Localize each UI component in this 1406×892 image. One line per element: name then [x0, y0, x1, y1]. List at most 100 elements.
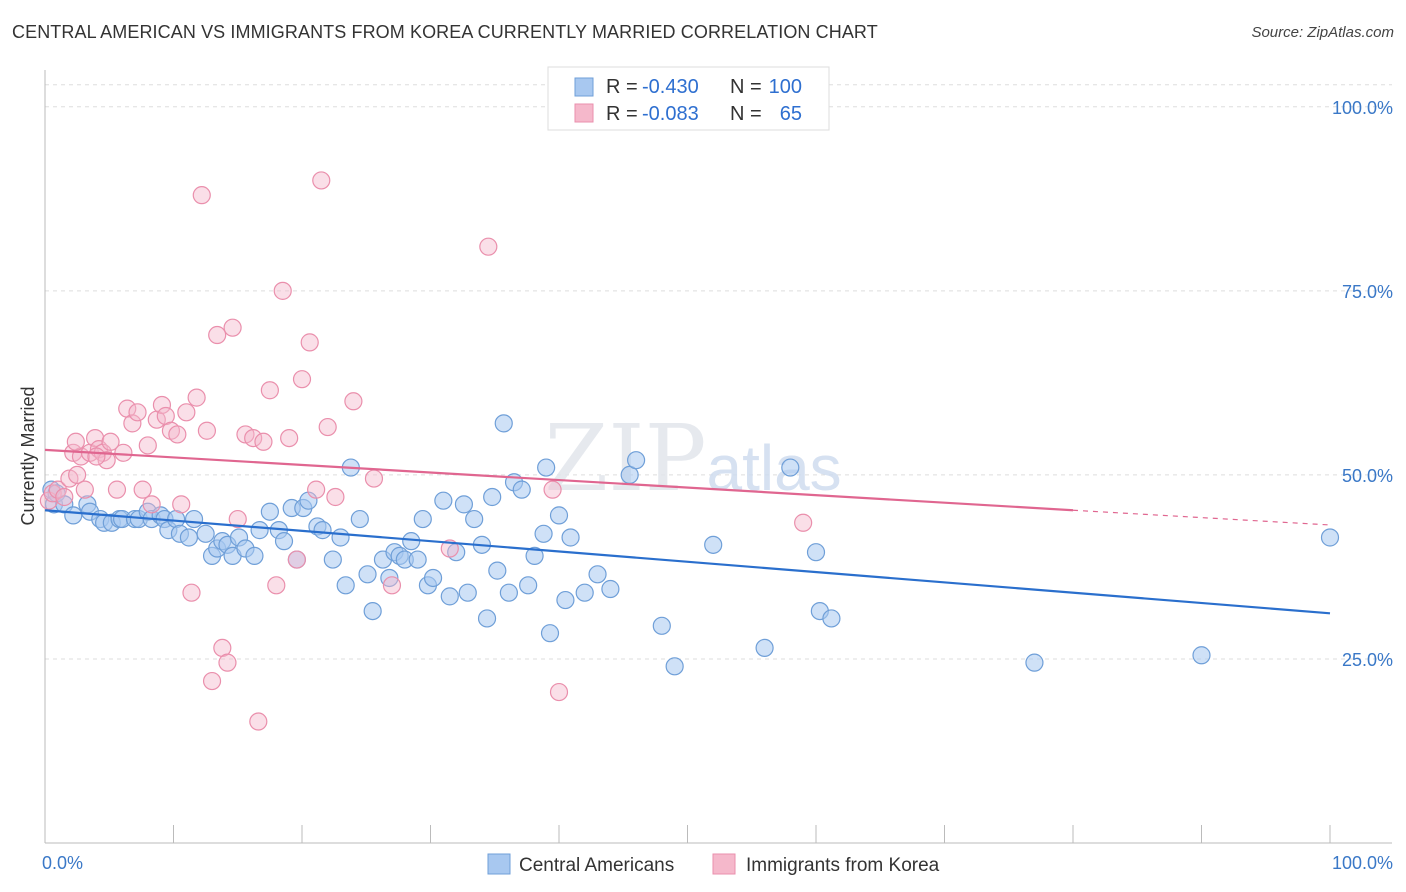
point-immigrants-from-korea-61: [549, 682, 569, 702]
point-central-americans-62: [454, 495, 474, 514]
point-central-americans-79: [556, 590, 575, 610]
series-immigrants-from-korea: [39, 171, 813, 731]
point-immigrants-from-korea-16: [114, 443, 133, 462]
point-central-americans-32: [250, 521, 269, 540]
point-central-americans-87: [665, 657, 684, 676]
point-central-americans-75: [534, 524, 553, 543]
legend-r-label-2: R =: [606, 103, 638, 125]
point-central-americans-46: [350, 509, 369, 529]
point-immigrants-from-korea-50: [300, 333, 319, 352]
point-central-americans-35: [274, 532, 294, 551]
point-central-americans-89: [755, 638, 774, 658]
point-immigrants-from-korea-18: [123, 414, 142, 433]
series-legend: Central Americans Immigrants from Korea: [487, 853, 940, 876]
point-immigrants-from-korea-6: [68, 465, 87, 485]
point-central-americans-81: [575, 583, 594, 602]
legend-n-label-1: N =: [730, 76, 762, 98]
point-immigrants-from-korea-31: [187, 388, 206, 407]
point-immigrants-from-korea-57: [382, 576, 402, 595]
point-central-americans-77: [537, 458, 556, 477]
point-immigrants-from-korea-28: [172, 495, 191, 514]
y-tick-label-1: 50.0%: [1342, 466, 1393, 486]
point-central-americans-76: [540, 624, 560, 643]
point-immigrants-from-korea-59: [479, 237, 498, 256]
point-immigrants-from-korea-45: [267, 576, 286, 595]
bottom-legend-swatch-pink: [712, 853, 736, 875]
point-central-americans-59: [434, 491, 453, 510]
watermark: ZIPatlas: [544, 405, 841, 512]
trend-line-extension-immigrants-from-korea: [1072, 509, 1331, 526]
point-central-americans-72: [512, 480, 531, 499]
point-immigrants-from-korea-56: [364, 469, 384, 488]
point-central-americans-23: [196, 524, 215, 543]
point-immigrants-from-korea-32: [192, 186, 211, 205]
point-central-americans-60: [440, 587, 459, 606]
point-immigrants-from-korea-15: [107, 480, 127, 499]
trend-line-central-americans: [44, 509, 1331, 615]
point-immigrants-from-korea-3: [55, 487, 74, 507]
point-immigrants-from-korea-51: [307, 480, 326, 499]
point-central-americans-64: [465, 509, 484, 529]
point-central-americans-42: [323, 550, 342, 569]
point-immigrants-from-korea-14: [101, 432, 120, 451]
point-immigrants-from-korea-37: [218, 653, 237, 672]
legend-box: [547, 66, 830, 131]
bottom-legend-label-central-americans: Central Americans: [519, 855, 674, 876]
point-immigrants-from-korea-39: [228, 509, 247, 529]
series-central-americans: [42, 414, 1340, 676]
point-immigrants-from-korea-29: [177, 403, 196, 422]
legend-swatch-pink: [574, 103, 594, 123]
point-central-americans-74: [525, 546, 544, 565]
legend-r-value-2: -0.083: [642, 103, 699, 125]
point-immigrants-from-korea-55: [344, 392, 363, 411]
point-immigrants-from-korea-48: [287, 550, 306, 569]
point-immigrants-from-korea-58: [440, 539, 459, 558]
point-central-americans-63: [458, 583, 477, 602]
point-central-americans-95: [1192, 646, 1211, 665]
point-immigrants-from-korea-2: [48, 480, 67, 499]
point-immigrants-from-korea-53: [318, 417, 337, 437]
point-immigrants-from-korea-64: [66, 432, 85, 451]
point-central-americans-90: [781, 458, 800, 477]
point-central-americans-50: [380, 568, 399, 588]
point-central-americans-82: [588, 565, 607, 584]
bottom-legend-swatch-blue: [487, 853, 511, 875]
correlation-legend: R = -0.430 N = 100 R = -0.083 N = 65: [547, 66, 830, 131]
point-central-americans-31: [245, 546, 264, 565]
legend-n-value-2: 65: [780, 103, 802, 125]
point-central-americans-91: [806, 543, 826, 562]
point-immigrants-from-korea-54: [326, 487, 345, 507]
point-immigrants-from-korea-27: [168, 425, 187, 444]
chart-title: CENTRAL AMERICAN VS IMMIGRANTS FROM KORE…: [12, 22, 878, 42]
point-central-americans-56: [413, 509, 432, 529]
point-central-americans-86: [652, 616, 671, 635]
point-central-americans-70: [499, 583, 518, 602]
point-immigrants-from-korea-35: [208, 325, 227, 345]
legend-n-label-2: N =: [730, 103, 762, 125]
x-tick-label-0: 0.0%: [42, 853, 83, 873]
trend-lines: [44, 448, 1331, 615]
legend-r-value-1: -0.430: [642, 76, 699, 98]
point-central-americans-44: [336, 576, 355, 595]
y-tick-label-0: 25.0%: [1342, 650, 1393, 670]
point-central-americans-67: [483, 487, 502, 507]
point-central-americans-80: [561, 528, 580, 547]
point-central-americans-21: [179, 528, 199, 547]
point-immigrants-from-korea-44: [260, 381, 279, 400]
y-tick-label-3: 100.0%: [1332, 98, 1393, 118]
y-axis-title: Currently Married: [18, 386, 38, 525]
point-immigrants-from-korea-60: [543, 480, 562, 499]
point-central-americans-55: [408, 550, 427, 569]
point-central-americans-83: [601, 579, 620, 599]
x-tick-label-1: 100.0%: [1332, 853, 1393, 873]
point-central-americans-94: [1025, 653, 1044, 672]
point-immigrants-from-korea-47: [280, 428, 299, 448]
legend-r-label-1: R =: [606, 76, 638, 98]
legend-swatch-blue: [574, 77, 594, 97]
point-central-americans-33: [260, 502, 279, 521]
point-immigrants-from-korea-33: [197, 421, 217, 440]
point-central-americans-58: [423, 568, 443, 588]
point-central-americans-47: [358, 565, 377, 584]
point-immigrants-from-korea-41: [244, 428, 263, 448]
